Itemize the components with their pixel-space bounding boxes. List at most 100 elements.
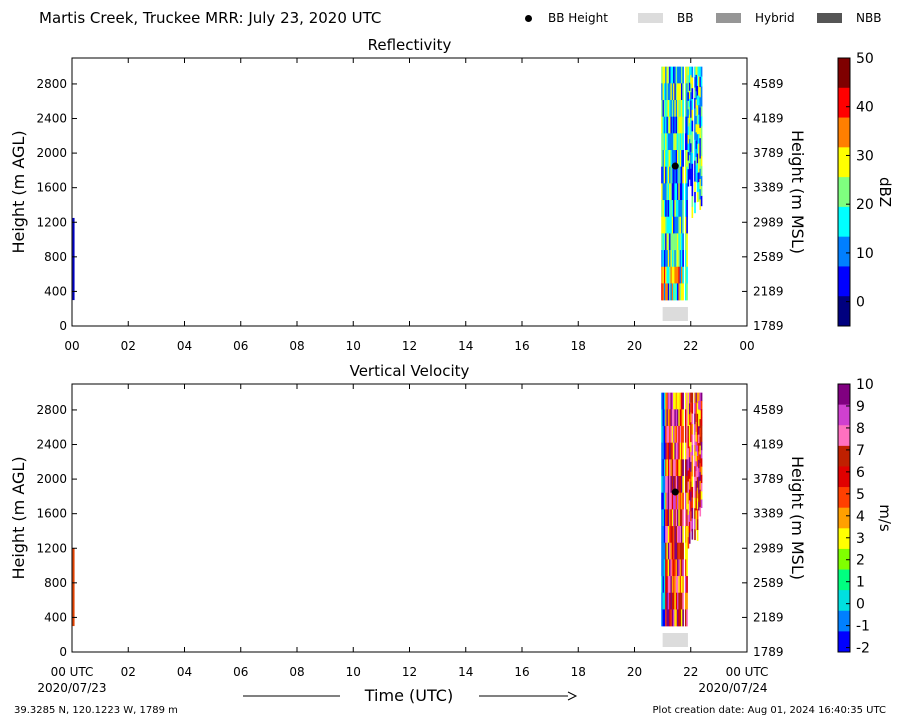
data-cell bbox=[669, 83, 671, 101]
bb-height-point bbox=[671, 162, 679, 170]
data-cell bbox=[678, 492, 680, 510]
data-cell bbox=[678, 559, 680, 577]
data-cell bbox=[663, 200, 666, 217]
data-cell bbox=[675, 166, 678, 184]
data-cell bbox=[694, 529, 696, 541]
data-cell bbox=[663, 576, 666, 594]
y-tick-label: 800 bbox=[44, 576, 67, 590]
data-cell bbox=[671, 283, 674, 301]
data-cell bbox=[698, 191, 700, 202]
data-cell bbox=[696, 392, 699, 404]
data-cell bbox=[677, 509, 679, 527]
location-note: 39.3285 N, 120.1223 W, 1789 m bbox=[14, 705, 178, 716]
data-cell bbox=[667, 266, 670, 284]
data-cell bbox=[682, 442, 684, 460]
data-cell bbox=[663, 442, 666, 460]
data-cell bbox=[691, 120, 694, 132]
data-cell bbox=[695, 510, 698, 521]
x-tick-label: 06 bbox=[233, 339, 248, 353]
data-cell bbox=[674, 459, 677, 477]
legend-swatch bbox=[638, 13, 663, 23]
data-cell bbox=[674, 425, 677, 443]
colorbar-band bbox=[838, 528, 850, 550]
data-cell bbox=[684, 476, 687, 493]
data-cell bbox=[669, 492, 671, 510]
data-cell bbox=[694, 139, 696, 151]
data-cell bbox=[661, 442, 663, 460]
data-cell bbox=[700, 433, 703, 443]
data-cell bbox=[700, 409, 703, 418]
data-cell bbox=[694, 508, 696, 520]
data-cell bbox=[694, 87, 696, 99]
y-tick-label: 800 bbox=[44, 250, 67, 264]
data-cell bbox=[682, 183, 684, 201]
data-cell bbox=[673, 509, 675, 527]
data-cell bbox=[670, 526, 673, 543]
data-cell bbox=[679, 83, 682, 101]
data-cell bbox=[663, 492, 666, 510]
data-cell bbox=[669, 216, 671, 234]
data-cell bbox=[696, 477, 699, 489]
data-cell bbox=[666, 476, 669, 493]
data-cell bbox=[694, 66, 696, 78]
data-cell bbox=[686, 442, 688, 460]
data-cell bbox=[700, 66, 703, 77]
data-cell bbox=[680, 133, 683, 151]
data-cell bbox=[679, 442, 682, 460]
data-cell bbox=[680, 116, 683, 134]
data-cell bbox=[694, 487, 696, 499]
data-cell bbox=[679, 576, 682, 594]
data-cell bbox=[680, 609, 683, 627]
legend-label: BB Height bbox=[548, 11, 608, 25]
data-cell bbox=[687, 492, 690, 505]
y-tick-label: 2000 bbox=[36, 472, 67, 486]
legend-item: BB Height bbox=[520, 11, 608, 25]
data-cell bbox=[696, 95, 699, 106]
data-cell bbox=[674, 133, 677, 151]
data-cell bbox=[682, 509, 684, 527]
data-cell bbox=[673, 233, 675, 251]
data-cell bbox=[669, 283, 671, 301]
y-axis-label-right: Height (m MSL) bbox=[788, 456, 807, 580]
data-cell bbox=[696, 124, 699, 135]
data-cell bbox=[662, 200, 665, 217]
data-cell bbox=[669, 250, 671, 268]
data-cell bbox=[682, 200, 684, 217]
colorbar-tick-label: -2 bbox=[856, 641, 870, 657]
data-cell bbox=[673, 409, 675, 427]
data-cell bbox=[679, 216, 682, 234]
data-cell bbox=[671, 542, 674, 560]
data-cell bbox=[673, 250, 675, 268]
data-cell bbox=[688, 155, 691, 164]
data-cell bbox=[690, 66, 692, 76]
data-cell bbox=[675, 183, 678, 201]
data-cell bbox=[675, 459, 678, 477]
data-cell bbox=[696, 529, 699, 541]
data-cell bbox=[694, 97, 696, 109]
y-tick-label-right: 3789 bbox=[753, 146, 784, 160]
data-cell bbox=[663, 250, 666, 268]
data-cell bbox=[662, 442, 665, 460]
data-cell bbox=[671, 200, 674, 217]
data-cell bbox=[677, 425, 679, 443]
data-cell bbox=[678, 425, 680, 443]
x-date-left: 2020/07/23 bbox=[37, 681, 106, 695]
x-axis-label: Time (UTC) bbox=[364, 686, 453, 705]
data-cell bbox=[699, 148, 702, 159]
data-cell bbox=[667, 559, 670, 577]
colorbar: -2 -1 0 1 2 3 4 5 6 7 8 9 10 m/s bbox=[837, 377, 894, 657]
data-cell bbox=[698, 162, 700, 173]
data-cell bbox=[666, 392, 669, 410]
data-cell bbox=[691, 455, 694, 467]
data-cell bbox=[687, 83, 690, 93]
data-cell bbox=[679, 166, 682, 184]
data-cell bbox=[677, 609, 679, 627]
legend-item: BB bbox=[638, 11, 693, 25]
data-cell bbox=[682, 526, 684, 543]
data-cell bbox=[687, 177, 690, 187]
data-cell bbox=[675, 476, 678, 493]
data-cell bbox=[686, 133, 688, 151]
data-cell bbox=[667, 216, 670, 234]
data-cell bbox=[698, 417, 700, 427]
data-cell bbox=[661, 509, 663, 527]
